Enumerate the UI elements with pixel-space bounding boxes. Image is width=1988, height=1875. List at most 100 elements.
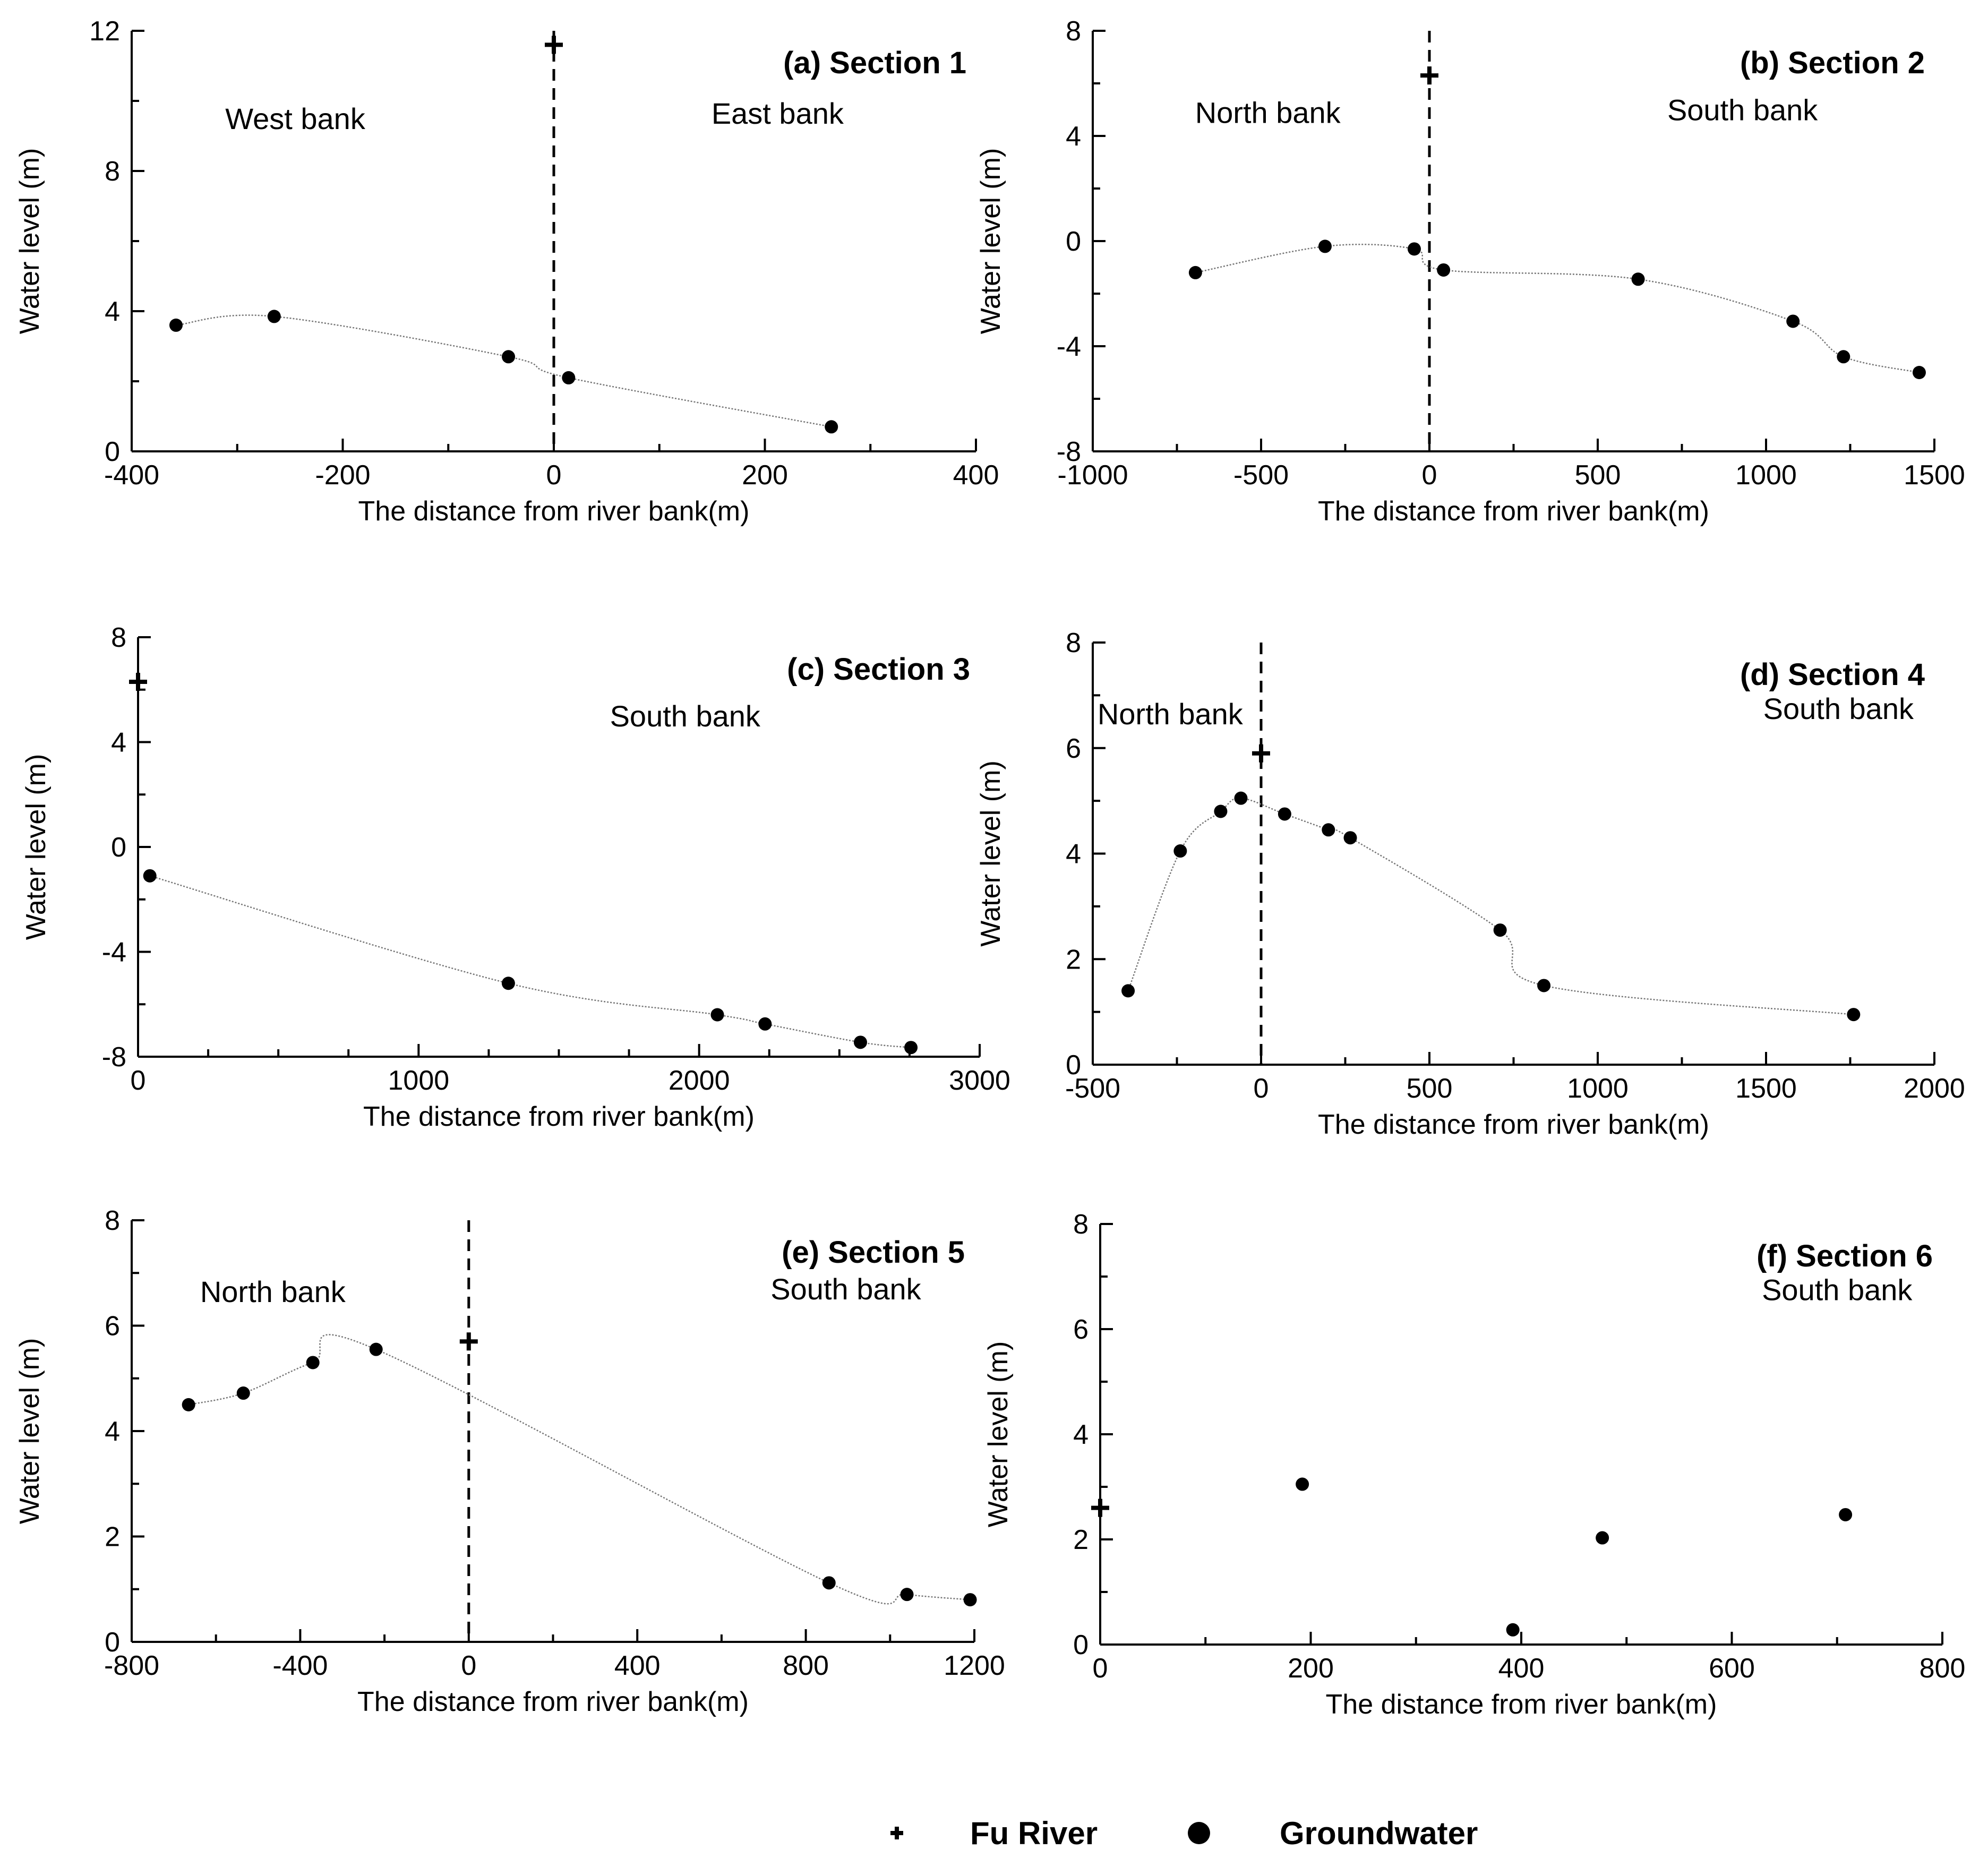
y-axis-title: Water level (m) bbox=[14, 1338, 45, 1525]
x-tick-label: -400 bbox=[272, 1650, 328, 1681]
panel-title: (b) Section 2 bbox=[1740, 46, 1925, 80]
groundwater-point bbox=[1631, 272, 1645, 286]
bank-label: East bank bbox=[712, 97, 844, 130]
y-tick-label: 8 bbox=[111, 622, 126, 653]
y-tick-label: 4 bbox=[105, 296, 120, 327]
groundwater-point bbox=[1493, 923, 1507, 937]
y-axis-title: Water level (m) bbox=[983, 1341, 1014, 1528]
x-tick-label: 200 bbox=[1288, 1653, 1334, 1684]
x-tick-label: 1200 bbox=[944, 1650, 1005, 1681]
groundwater-point bbox=[502, 350, 516, 364]
river-level-marker bbox=[1420, 66, 1438, 85]
y-tick-label: 8 bbox=[105, 1205, 120, 1236]
y-tick-label: 6 bbox=[1073, 1314, 1089, 1345]
river-level-marker bbox=[459, 1332, 478, 1351]
bank-label: South bank bbox=[610, 699, 761, 733]
groundwater-point bbox=[1537, 979, 1551, 992]
x-tick-label: 800 bbox=[1920, 1653, 1966, 1684]
y-tick-label: 6 bbox=[1066, 733, 1081, 764]
x-tick-label: 600 bbox=[1709, 1653, 1755, 1684]
x-tick-label: 1500 bbox=[1735, 1073, 1797, 1104]
x-tick-label: -500 bbox=[1065, 1073, 1120, 1104]
chart-panel-a: -400 -200 0 200 400 0 4 8 12 The distance from ri… bbox=[14, 16, 999, 527]
x-axis-title: The distance from river bank(m) bbox=[1326, 1689, 1717, 1720]
chart-panel-e: -800 -400 0 400 800 1200 0 2 4 6 8 The distance fro… bbox=[14, 1205, 1005, 1717]
y-tick-label: 4 bbox=[111, 727, 126, 758]
groundwater-point bbox=[963, 1593, 977, 1607]
bank-label: North bank bbox=[1098, 697, 1244, 731]
groundwater-point bbox=[1596, 1531, 1609, 1545]
panel-title: (f) Section 6 bbox=[1756, 1239, 1933, 1273]
y-tick-label: 4 bbox=[1073, 1419, 1089, 1450]
x-tick-label: 1500 bbox=[1904, 460, 1965, 491]
groundwater-point bbox=[822, 1576, 836, 1590]
y-tick-label: -8 bbox=[1057, 436, 1081, 467]
groundwater-point bbox=[900, 1588, 914, 1602]
groundwater-point bbox=[182, 1398, 195, 1411]
groundwater-point bbox=[501, 977, 515, 990]
y-tick-label: 8 bbox=[1066, 628, 1081, 658]
y-tick-label: -4 bbox=[102, 937, 126, 968]
groundwater-fit-curve bbox=[176, 314, 832, 428]
x-tick-label: 0 bbox=[461, 1650, 476, 1681]
x-tick-label: 500 bbox=[1407, 1073, 1453, 1104]
groundwater-point bbox=[1296, 1477, 1309, 1491]
legend-groundwater-label: Groundwater bbox=[1280, 1816, 1478, 1851]
x-tick-label: 0 bbox=[1254, 1073, 1269, 1104]
y-tick-label: 4 bbox=[105, 1416, 120, 1447]
y-axis-title: Water level (m) bbox=[21, 754, 52, 940]
panel-title: (d) Section 4 bbox=[1740, 657, 1925, 692]
y-tick-label: 6 bbox=[105, 1311, 120, 1342]
x-axis-title: The distance from river bank(m) bbox=[358, 496, 750, 527]
groundwater-point bbox=[1912, 366, 1926, 379]
bank-label: South bank bbox=[1667, 93, 1818, 126]
groundwater-point bbox=[1837, 350, 1850, 364]
groundwater-point bbox=[1343, 831, 1357, 845]
x-tick-label: 500 bbox=[1575, 460, 1621, 491]
panel-title: (e) Section 5 bbox=[782, 1235, 965, 1270]
groundwater-point bbox=[904, 1041, 918, 1055]
x-tick-label: 1000 bbox=[1567, 1073, 1629, 1104]
groundwater-point bbox=[369, 1342, 383, 1356]
x-tick-label: 400 bbox=[1498, 1653, 1545, 1684]
river-level-marker bbox=[545, 36, 563, 54]
legend-groundwater-marker bbox=[1188, 1822, 1210, 1844]
bank-label: South bank bbox=[770, 1272, 921, 1306]
x-tick-label: 2000 bbox=[1904, 1073, 1965, 1104]
groundwater-point bbox=[1121, 984, 1135, 998]
legend: Fu River Groundwater bbox=[890, 1816, 1478, 1851]
y-axis-title: Water level (m) bbox=[975, 148, 1006, 335]
river-level-marker bbox=[1252, 744, 1270, 763]
x-axis-title: The distance from river bank(m) bbox=[1318, 1109, 1709, 1140]
x-tick-label: -400 bbox=[104, 460, 159, 491]
river-level-marker bbox=[129, 672, 147, 691]
y-tick-label: 4 bbox=[1066, 121, 1081, 152]
groundwater-fit-curve bbox=[188, 1334, 971, 1605]
groundwater-fit-curve bbox=[149, 875, 911, 1048]
legend-river-label: Fu River bbox=[970, 1816, 1098, 1851]
x-tick-label: 1000 bbox=[1735, 460, 1797, 491]
legend-river-marker bbox=[890, 1827, 903, 1839]
y-tick-label: 0 bbox=[1066, 1050, 1081, 1081]
groundwater-point bbox=[1786, 314, 1800, 328]
groundwater-point bbox=[1278, 807, 1291, 821]
y-tick-label: 0 bbox=[105, 436, 120, 467]
chart-panel-b: -1000 -500 0 500 1000 1500 -8 -4 0 4 8 The distance… bbox=[975, 16, 1965, 527]
x-tick-label: -800 bbox=[104, 1650, 159, 1681]
x-axis-title: The distance from river bank(m) bbox=[363, 1101, 755, 1132]
y-tick-label: 2 bbox=[1073, 1525, 1089, 1555]
y-tick-label: 12 bbox=[89, 16, 120, 47]
groundwater-point bbox=[1506, 1623, 1520, 1637]
x-tick-label: 3000 bbox=[949, 1065, 1010, 1096]
groundwater-point bbox=[562, 371, 576, 384]
groundwater-point bbox=[758, 1017, 772, 1031]
chart-panel-f: 0 200 400 600 800 0 2 4 6 8 The distance from rive… bbox=[983, 1209, 1965, 1720]
groundwater-point bbox=[1839, 1508, 1853, 1521]
y-tick-label: 0 bbox=[105, 1627, 120, 1658]
groundwater-point bbox=[1318, 239, 1332, 253]
groundwater-point bbox=[710, 1008, 724, 1022]
y-tick-label: 8 bbox=[105, 156, 120, 187]
y-tick-label: 0 bbox=[1073, 1630, 1089, 1660]
